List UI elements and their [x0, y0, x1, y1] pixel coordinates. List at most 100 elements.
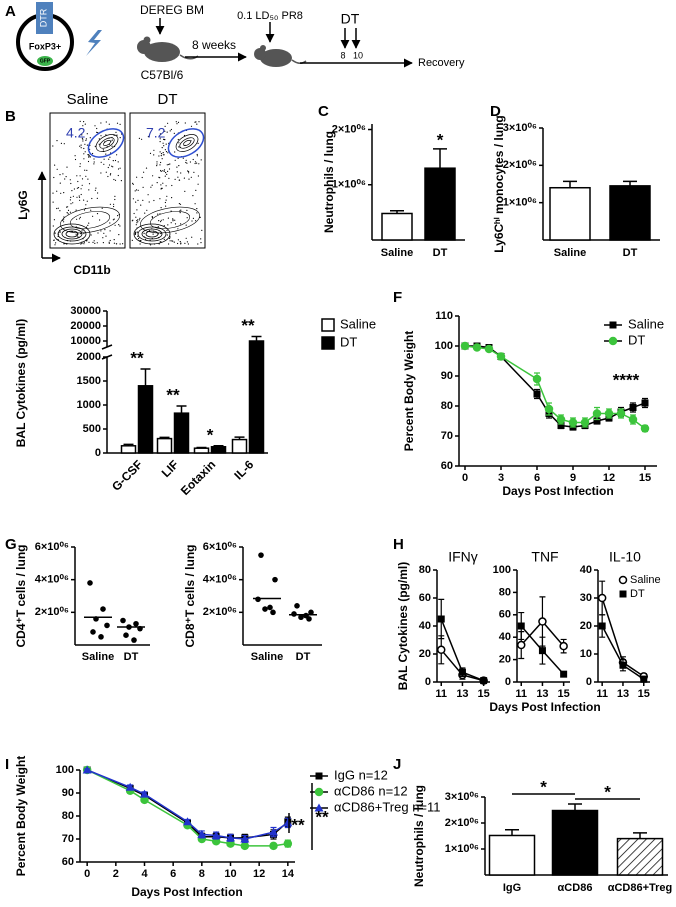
- event-dot: [100, 230, 102, 232]
- transfer-label: DEREG BM: [140, 3, 204, 17]
- event-dot: [161, 158, 163, 160]
- event-dot: [105, 171, 107, 173]
- event-dot: [166, 229, 168, 231]
- x-tick-label: IL-6: [231, 457, 256, 482]
- dtr-label: DTR: [38, 8, 48, 27]
- event-dot: [85, 139, 87, 141]
- event-dot: [65, 176, 67, 178]
- event-dot: [112, 166, 114, 168]
- event-dot: [190, 125, 193, 127]
- event-dot: [173, 132, 175, 134]
- event-dot: [115, 243, 117, 245]
- event-dot: [159, 164, 161, 166]
- event-dot: [174, 178, 176, 180]
- event-dot: [63, 221, 65, 223]
- event-dot: [143, 171, 145, 173]
- event-dot: [140, 240, 142, 242]
- bar: [616, 837, 664, 876]
- marker: [568, 418, 578, 427]
- y-axis-label: BAL Cytokines (pg/ml): [14, 319, 28, 447]
- x-tick-label: 13: [456, 688, 468, 700]
- event-dot: [196, 212, 198, 214]
- event-dot: [90, 234, 92, 236]
- event-dot: [171, 197, 173, 199]
- event-dot: [185, 237, 187, 239]
- data-point: [120, 617, 126, 624]
- event-dot: [117, 161, 119, 163]
- x-tick-label: 11: [596, 688, 608, 700]
- error-bar: [234, 436, 245, 440]
- y-tick-label: 90: [441, 370, 453, 382]
- event-dot: [151, 184, 153, 186]
- y-tick-label: 70: [441, 430, 453, 442]
- error-bar: [196, 446, 207, 449]
- event-dot: [170, 128, 172, 131]
- chart-title: TNF: [531, 549, 558, 565]
- event-dot: [185, 224, 187, 226]
- event-dot: [136, 209, 138, 211]
- event-dot: [139, 217, 141, 219]
- event-dot: [63, 243, 65, 245]
- marker: [240, 834, 250, 843]
- event-dot: [91, 197, 93, 200]
- contour: [141, 228, 163, 240]
- x-axis-label: Days Post Infection: [131, 885, 242, 899]
- event-dot: [86, 133, 88, 135]
- event-dot: [168, 243, 170, 245]
- series-line: [86, 769, 288, 847]
- event-dot: [178, 203, 180, 205]
- event-dot: [82, 125, 84, 127]
- contour: [99, 137, 115, 149]
- data-point: [306, 616, 312, 622]
- event-dot: [149, 152, 152, 154]
- event-dot: [80, 144, 82, 146]
- event-dot: [76, 187, 78, 189]
- marker: [598, 622, 606, 630]
- y-tick-label: 30: [580, 592, 592, 604]
- marker: [559, 641, 568, 651]
- marker: [640, 424, 650, 433]
- event-dot: [76, 175, 78, 177]
- event-dot: [160, 207, 162, 209]
- error-bar: [633, 832, 647, 839]
- event-dot: [54, 232, 56, 234]
- event-dot: [83, 232, 85, 235]
- event-dot: [70, 182, 72, 185]
- event-dot: [108, 123, 110, 125]
- y-tick-label: 1000: [77, 399, 101, 411]
- event-dot: [72, 202, 74, 204]
- event-dot: [83, 199, 85, 201]
- event-dot: [85, 175, 87, 177]
- event-dot: [157, 213, 159, 215]
- y-tick-label: 10000: [70, 335, 101, 347]
- event-dot: [198, 163, 200, 165]
- significance: *: [540, 778, 547, 797]
- event-dot: [197, 142, 199, 144]
- event-dot: [75, 234, 77, 236]
- x-tick-label: 12: [253, 868, 265, 880]
- panel-letter: I: [5, 756, 9, 773]
- error-bar: [176, 405, 187, 414]
- event-dot: [188, 172, 190, 174]
- y-tick-label: 2×10⁰⁶: [203, 606, 237, 618]
- event-dot: [62, 173, 64, 175]
- y-tick-label: 90: [62, 787, 74, 799]
- marker: [628, 415, 638, 424]
- event-dot: [115, 131, 117, 133]
- event-dot: [156, 182, 158, 184]
- x-tick-label: 14: [282, 868, 295, 880]
- marker: [629, 404, 637, 411]
- y-tick-label: 0: [95, 447, 101, 459]
- error-bar: [623, 180, 637, 186]
- event-dot: [117, 168, 120, 170]
- event-dot: [84, 151, 86, 153]
- marker: [240, 841, 250, 851]
- event-dot: [94, 125, 96, 127]
- event-dot: [116, 154, 118, 156]
- x-tick-label: 11: [515, 688, 527, 700]
- event-dot: [160, 184, 162, 186]
- event-dot: [138, 237, 140, 240]
- event-dot: [86, 144, 88, 146]
- marker: [480, 677, 488, 685]
- event-dot: [119, 167, 121, 169]
